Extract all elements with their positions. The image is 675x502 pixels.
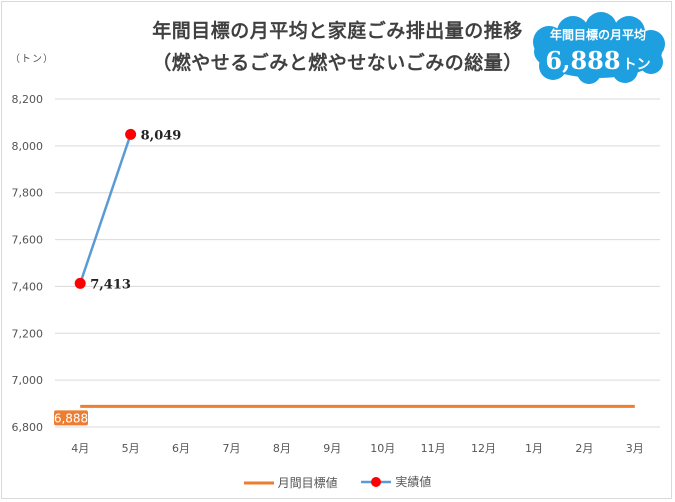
- legend: 月間目標値 実績値: [0, 473, 675, 491]
- x-tick-label: 3月: [626, 442, 644, 455]
- x-tick-label: 2月: [575, 442, 593, 455]
- y-tick-label: 6,800: [12, 421, 44, 434]
- legend-target-swatch: [243, 481, 274, 484]
- x-tick-label: 11月: [421, 442, 446, 455]
- y-tick-label: 7,200: [12, 327, 44, 340]
- legend-actual-swatch: [361, 476, 392, 487]
- target-data-label: 6,888: [54, 411, 88, 425]
- badge-value: 6,888 トン: [529, 46, 667, 75]
- legend-item-target: 月間目標値: [243, 474, 338, 491]
- chart-subtitle: （燃やせるごみと燃やせないごみの総量）: [152, 52, 523, 74]
- x-tick-label: 6月: [172, 442, 190, 455]
- target-badge: 年間目標の月平均 6,888 トン: [529, 12, 667, 84]
- legend-target-label: 月間目標値: [277, 476, 338, 490]
- x-tick-label: 7月: [222, 442, 240, 455]
- y-axis-unit-label: （トン）: [10, 54, 54, 65]
- actual-data-point: [74, 277, 86, 289]
- actual-data-label: 8,049: [141, 128, 182, 143]
- x-tick-label: 4月: [71, 442, 89, 455]
- x-tick-label: 10月: [370, 442, 395, 455]
- cloud-shape: [533, 12, 665, 84]
- target-label-box: [54, 410, 88, 426]
- x-tick-label: 12月: [471, 442, 496, 455]
- x-tick-label: 1月: [525, 442, 543, 455]
- y-tick-label: 8,000: [12, 140, 44, 153]
- actual-series-line: [79, 133, 132, 284]
- x-tick-label: 5月: [122, 442, 140, 455]
- y-tick-label: 7,000: [12, 374, 44, 387]
- y-tick-label: 8,200: [12, 93, 44, 106]
- legend-actual-label: 実績値: [395, 475, 432, 489]
- badge-number: 6,888: [545, 46, 621, 75]
- y-tick-label: 7,800: [12, 187, 44, 200]
- actual-data-label: 7,413: [90, 277, 131, 292]
- x-tick-label: 8月: [273, 442, 291, 455]
- actual-data-point: [125, 128, 137, 140]
- y-tick-label: 7,400: [12, 280, 44, 293]
- badge-caption: 年間目標の月平均: [549, 28, 646, 42]
- y-tick-label: 7,600: [12, 234, 44, 247]
- x-tick-label: 9月: [323, 442, 341, 455]
- badge-unit: トン: [622, 57, 651, 73]
- chart-title: 年間目標の月平均と家庭ごみ排出量の推移: [152, 20, 523, 42]
- legend-item-actual: 実績値: [361, 473, 431, 490]
